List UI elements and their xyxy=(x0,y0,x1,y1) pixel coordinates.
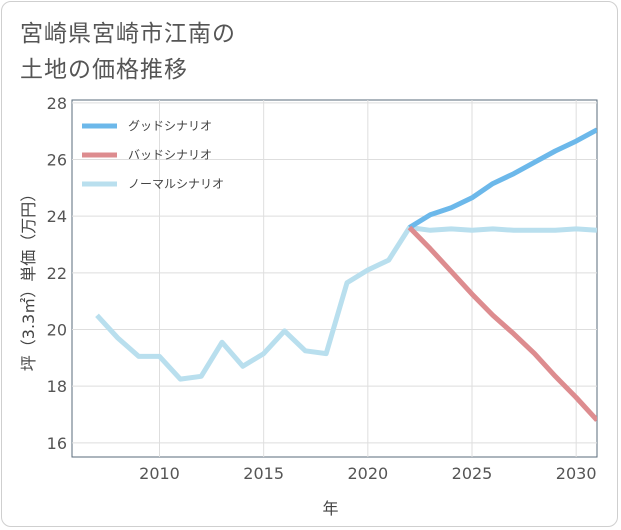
legend-label-0: グッドシナリオ xyxy=(128,119,212,133)
series-line-2 xyxy=(95,225,597,382)
x-tick-label-2010: 2010 xyxy=(139,464,180,483)
y-tick-label-26: 26 xyxy=(47,151,67,170)
x-tick-label-2025: 2025 xyxy=(452,464,493,483)
x-axis-label: 年 xyxy=(322,499,338,518)
y-tick-label-20: 20 xyxy=(47,321,67,340)
grid xyxy=(71,99,598,458)
y-axis-label: 坪（3.3㎡）単価（万円） xyxy=(19,186,38,371)
x-tick-label-2015: 2015 xyxy=(243,464,284,483)
y-tick-label-22: 22 xyxy=(47,264,67,283)
y-tick-label-24: 24 xyxy=(47,207,67,226)
legend-label-2: ノーマルシナリオ xyxy=(128,177,224,191)
y-tick-label-16: 16 xyxy=(47,434,67,453)
x-tick-label-2020: 2020 xyxy=(347,464,388,483)
axes: 2010 2015 2020 2025 2030 16 18 20 22 24 26 28 年 坪（3.3… xyxy=(19,94,597,518)
title-line-1: 宮崎県宮崎市江南の xyxy=(20,21,236,47)
series-lines xyxy=(95,127,597,422)
series-line-0 xyxy=(408,127,597,230)
legend-label-1: バッドシナリオ xyxy=(128,148,212,162)
chart-title: 宮崎県宮崎市江南の 土地の価格推移 xyxy=(20,16,236,88)
y-tick-label-18: 18 xyxy=(47,377,67,396)
series-line-1 xyxy=(407,225,597,422)
title-line-2: 土地の価格推移 xyxy=(20,57,188,83)
y-tick-label-28: 28 xyxy=(47,94,67,113)
x-tick-label-2030: 2030 xyxy=(556,464,597,483)
